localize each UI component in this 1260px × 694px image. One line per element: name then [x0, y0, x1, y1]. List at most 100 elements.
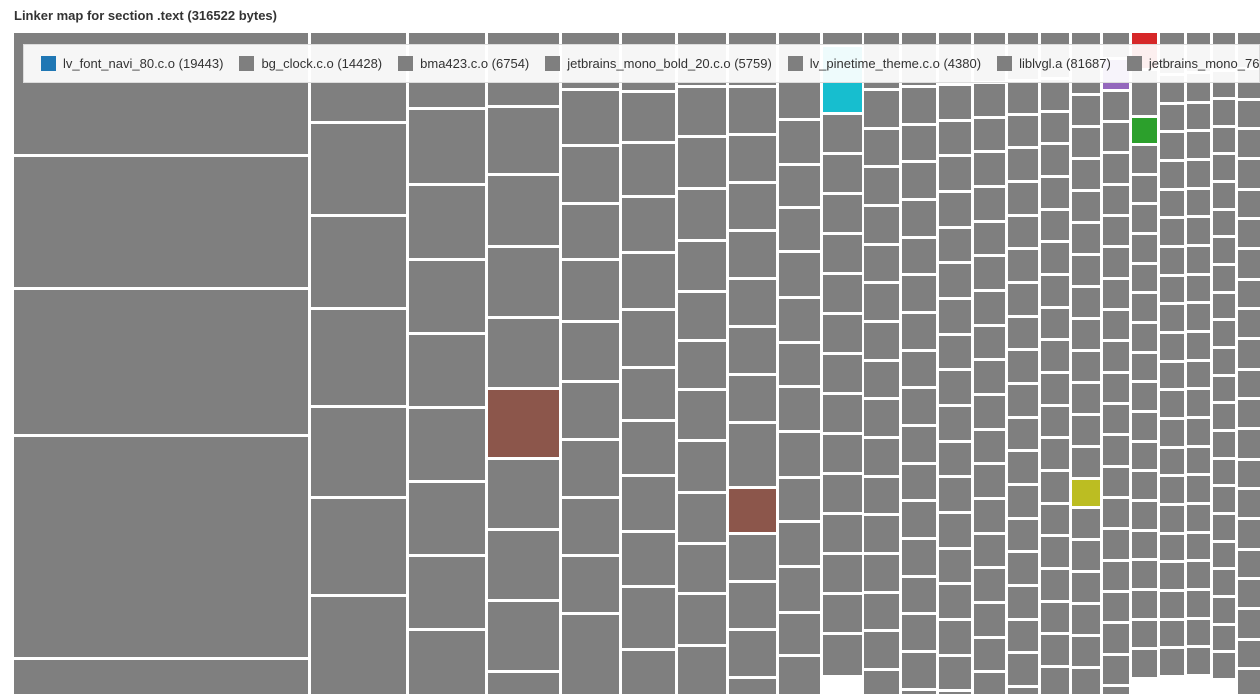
treemap-block[interactable] [1187, 190, 1210, 215]
treemap-block[interactable] [974, 431, 1005, 462]
treemap-block[interactable] [974, 569, 1005, 601]
treemap-block[interactable] [1008, 587, 1038, 618]
treemap-block[interactable] [1160, 162, 1184, 188]
treemap-block[interactable] [1238, 130, 1260, 157]
treemap-block[interactable] [14, 660, 308, 694]
treemap-block[interactable] [1213, 598, 1235, 623]
treemap-block[interactable] [1103, 280, 1129, 308]
treemap-block[interactable] [1072, 160, 1100, 189]
treemap-block[interactable] [1187, 304, 1210, 330]
treemap-block[interactable] [562, 205, 619, 258]
treemap-block[interactable] [311, 408, 406, 496]
treemap-block[interactable] [1213, 653, 1235, 678]
treemap-block[interactable] [974, 465, 1005, 497]
treemap-block[interactable] [1103, 217, 1129, 245]
treemap-block[interactable] [1213, 211, 1235, 235]
treemap-block[interactable] [1132, 650, 1157, 677]
treemap-block[interactable] [1041, 439, 1069, 469]
treemap-block[interactable] [902, 540, 936, 575]
treemap-block[interactable] [488, 176, 559, 245]
treemap-block[interactable] [1041, 309, 1069, 338]
treemap-block[interactable] [1160, 420, 1184, 446]
treemap-block[interactable] [1213, 626, 1235, 650]
treemap-block[interactable] [823, 155, 862, 192]
treemap-block[interactable] [562, 615, 619, 694]
treemap-block[interactable] [1238, 551, 1260, 577]
treemap-block[interactable] [1103, 656, 1129, 684]
treemap-block[interactable] [864, 246, 899, 281]
treemap-block[interactable] [1072, 128, 1100, 157]
treemap-block[interactable] [488, 673, 559, 694]
treemap-block[interactable] [939, 86, 971, 119]
treemap-block[interactable] [974, 361, 1005, 393]
treemap-block[interactable] [1238, 520, 1260, 548]
treemap-block[interactable] [939, 157, 971, 190]
treemap-block[interactable] [823, 555, 862, 592]
treemap-block[interactable] [622, 588, 675, 648]
treemap-block[interactable] [1238, 400, 1260, 427]
treemap-block[interactable] [1072, 224, 1100, 253]
treemap-block[interactable] [864, 594, 899, 629]
treemap-block[interactable] [823, 435, 862, 472]
treemap-block[interactable] [1008, 385, 1038, 416]
treemap-block[interactable] [939, 193, 971, 226]
treemap-block[interactable] [902, 653, 936, 688]
treemap-block[interactable] [1213, 128, 1235, 152]
treemap-block[interactable] [1160, 592, 1184, 618]
treemap-block[interactable] [1008, 250, 1038, 281]
treemap-block[interactable] [823, 195, 862, 232]
treemap-block[interactable] [562, 499, 619, 554]
treemap-block[interactable] [1160, 305, 1184, 331]
treemap-block[interactable] [1008, 419, 1038, 449]
treemap-block[interactable] [1132, 235, 1157, 262]
treemap-block[interactable] [1041, 635, 1069, 665]
treemap-block[interactable] [1213, 294, 1235, 318]
treemap-block[interactable] [779, 253, 820, 296]
treemap-block[interactable] [1213, 155, 1235, 180]
treemap-block[interactable] [1160, 105, 1184, 130]
treemap-block[interactable] [779, 166, 820, 206]
treemap-block[interactable] [1160, 649, 1184, 675]
treemap-block[interactable] [1041, 603, 1069, 632]
treemap-block[interactable] [1132, 502, 1157, 529]
treemap-block[interactable] [902, 502, 936, 537]
treemap-block[interactable] [1008, 486, 1038, 517]
treemap-block[interactable] [1072, 96, 1100, 125]
treemap-block[interactable] [729, 136, 776, 181]
treemap-block[interactable] [1132, 176, 1157, 202]
treemap-block[interactable] [729, 232, 776, 277]
treemap-block[interactable] [1072, 192, 1100, 221]
treemap-block[interactable] [1008, 654, 1038, 685]
treemap-block[interactable] [1072, 352, 1100, 381]
treemap-block[interactable] [864, 516, 899, 552]
treemap-block[interactable] [729, 328, 776, 373]
treemap-block[interactable] [1160, 133, 1184, 159]
treemap-block[interactable] [1213, 349, 1235, 374]
treemap-block[interactable] [729, 489, 776, 532]
treemap-block[interactable] [974, 84, 1005, 116]
treemap-block[interactable] [974, 119, 1005, 150]
treemap-block[interactable] [1072, 288, 1100, 317]
treemap-block[interactable] [902, 427, 936, 462]
treemap-block[interactable] [562, 91, 619, 144]
treemap-block[interactable] [902, 578, 936, 612]
treemap-block[interactable] [1187, 132, 1210, 158]
treemap-block[interactable] [1213, 404, 1235, 429]
treemap-block[interactable] [823, 355, 862, 392]
treemap-block[interactable] [622, 144, 675, 195]
treemap-block[interactable] [1213, 100, 1235, 125]
treemap-block[interactable] [1187, 562, 1210, 588]
treemap-block[interactable] [939, 229, 971, 261]
treemap-block[interactable] [1132, 621, 1157, 647]
treemap-block[interactable] [1238, 641, 1260, 667]
treemap-block[interactable] [1041, 80, 1069, 110]
treemap-block[interactable] [1041, 211, 1069, 240]
treemap-block[interactable] [311, 310, 406, 405]
treemap-block[interactable] [622, 93, 675, 141]
treemap-block[interactable] [1160, 219, 1184, 245]
treemap-block[interactable] [729, 376, 776, 421]
treemap-block[interactable] [1008, 217, 1038, 247]
treemap-block[interactable] [1132, 472, 1157, 499]
treemap-block[interactable] [864, 439, 899, 475]
treemap-block[interactable] [823, 395, 862, 432]
